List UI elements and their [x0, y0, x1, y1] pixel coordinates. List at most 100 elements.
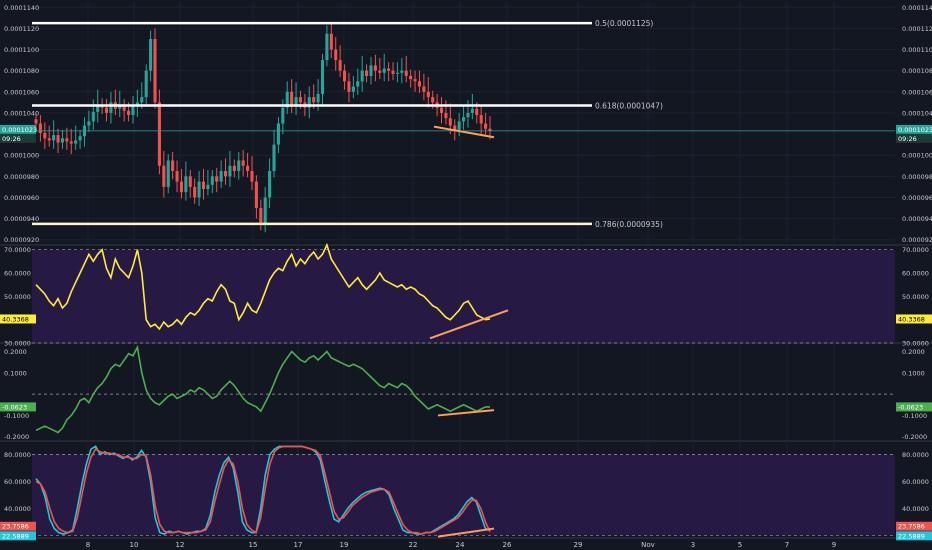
candle-body	[365, 70, 369, 76]
candle-body	[347, 81, 351, 92]
price-tick-label-right: 0.0000960	[902, 194, 932, 202]
candle-body	[391, 70, 395, 74]
candle-body	[422, 86, 426, 92]
candle-body	[228, 165, 232, 177]
candle-body	[118, 105, 122, 109]
candle-body	[281, 107, 285, 124]
indicator-value-badge-label: 40.3368	[2, 315, 29, 323]
indicator-tick-label-right: -0.1000	[902, 412, 927, 420]
indicator-tick-label-right: 70.0000	[902, 246, 929, 254]
indicator-tick-label-left: 60.0000	[4, 270, 31, 278]
candle-body	[219, 171, 223, 182]
fib-level-label: 0.618(0.0001047)	[595, 102, 663, 111]
band-fill	[32, 454, 895, 536]
indicator-value-badge	[0, 402, 36, 412]
candle-body	[149, 38, 153, 71]
candle-body	[96, 104, 100, 112]
candle-body	[34, 119, 38, 124]
indicator-tick-label-right: 80.0000	[902, 451, 929, 459]
x-tick-label: 8	[86, 541, 90, 549]
macd-pane[interactable]: -0.0623 -0.0623	[0, 344, 932, 434]
candle-body	[325, 33, 329, 61]
candle-body	[184, 176, 188, 193]
candle-body	[294, 97, 298, 105]
indicator-series-line	[35, 344, 490, 434]
candle-body	[91, 111, 95, 122]
x-tick-label: 9	[832, 541, 836, 549]
price-tick-label-left: 0.0000940	[4, 215, 39, 223]
indicator-tick-label-left: 60.0000	[4, 478, 31, 486]
indicator-tick-label-right: 40.0000	[902, 505, 929, 513]
candle-body	[52, 135, 56, 141]
price-tick-label-right: 0.0001100	[902, 46, 932, 54]
candle-body	[356, 81, 360, 87]
indicator-tick-label-right: -0.2000	[902, 433, 927, 441]
candle-body	[470, 108, 474, 113]
price-badge	[896, 124, 932, 134]
indicator-tick-label-right: 0.2000	[902, 348, 925, 356]
candle-body	[232, 165, 236, 172]
candle-body	[369, 65, 373, 76]
x-tick-label: 24	[456, 541, 465, 549]
candle-body	[387, 68, 391, 71]
price-tick-label-left: 0.0001120	[4, 25, 39, 33]
indicator-tick-label-left: -0.1000	[4, 412, 29, 420]
indicator-trendline	[429, 309, 509, 340]
indicator-tick-label-right: 30.0000	[902, 340, 929, 348]
candle-body	[254, 181, 258, 209]
price-tick-label-right: 0.0001080	[902, 67, 932, 75]
candle-body	[290, 91, 294, 105]
price-tick-label-left: 0.0001060	[4, 88, 39, 96]
price-tick-label-right: 0.0000920	[902, 236, 932, 244]
indicator-value-badge-label: 40.3368	[898, 315, 925, 323]
candle-body	[453, 125, 457, 130]
price-tick-label-left: 0.0000960	[4, 194, 39, 202]
indicator-tick-label-left: 30.0000	[4, 340, 31, 348]
candle-body	[171, 160, 175, 172]
indicator-value-badge	[0, 531, 36, 541]
indicator-value-badge	[0, 521, 36, 531]
timer-badge	[0, 133, 36, 143]
price-tick-label-right: 0.0001000	[902, 152, 932, 160]
candle-body	[56, 135, 60, 143]
candle-body	[462, 117, 466, 122]
candle-body	[47, 138, 51, 141]
candle-body	[298, 97, 303, 103]
candle-body	[479, 115, 483, 124]
candle-body	[373, 65, 377, 71]
candle-body	[188, 176, 192, 187]
candle-body	[404, 70, 408, 76]
indicator-value-badge	[896, 402, 932, 412]
price-pane[interactable]: 0.5(0.0001125) 0.618(0.0001047) 0.786(0.00…	[0, 19, 932, 233]
candle-body	[417, 81, 422, 87]
price-tick-label-right: 0.0001040	[902, 109, 932, 117]
price-tick-label-right: 0.0001140	[902, 4, 932, 12]
candle-body	[210, 176, 214, 185]
indicator-tick-label-left: -0.2000	[4, 433, 29, 441]
candle-body	[320, 60, 325, 94]
x-tick-label: Nov	[641, 541, 655, 549]
indicator-tick-label-left: 0.1000	[4, 369, 27, 377]
candle-body	[382, 68, 386, 73]
timer-badge-label: 09:26	[2, 135, 21, 143]
candle-body	[448, 118, 452, 126]
indicator-tick-label-right: 0.1000	[902, 369, 925, 377]
x-tick-label: 5	[738, 541, 742, 549]
candle-body	[413, 79, 417, 82]
indicator-value-badge	[896, 521, 932, 531]
candle-body	[109, 102, 113, 113]
candle-body	[122, 105, 126, 111]
candle-body	[223, 171, 228, 177]
x-tick-label: 12	[176, 541, 185, 549]
candle-body	[179, 181, 183, 193]
indicator-series-line	[35, 242, 491, 331]
price-tick-label-left: 0.0000980	[4, 173, 39, 181]
candle-body	[307, 97, 311, 108]
candle-body	[439, 107, 444, 113]
price-badge-label: 0.0001023	[898, 126, 932, 134]
price-tick-label-left: 0.0001140	[4, 4, 39, 12]
rsi-pane[interactable]: 40.3368 40.3368	[0, 242, 932, 344]
candle-body	[193, 186, 197, 198]
